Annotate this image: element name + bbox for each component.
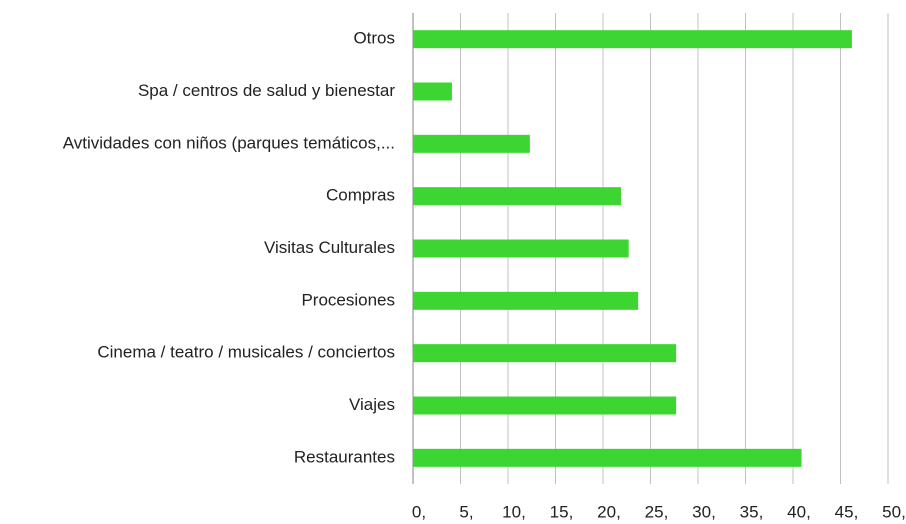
x-tick-label: 50, bbox=[882, 502, 906, 521]
x-tick-label: 20, bbox=[597, 502, 621, 521]
y-tick-label: Spa / centros de salud y bienestar bbox=[138, 81, 395, 100]
y-tick-label: Viajes bbox=[349, 395, 395, 414]
y-tick-label: Compras bbox=[326, 186, 395, 205]
bar bbox=[413, 30, 852, 49]
x-tick-label: 5, bbox=[459, 502, 473, 521]
x-tick-label: 0, bbox=[412, 502, 426, 521]
bar bbox=[413, 187, 622, 206]
bar bbox=[413, 134, 530, 153]
y-tick-label: Restaurantes bbox=[294, 447, 395, 466]
x-tick-label: 40, bbox=[787, 502, 811, 521]
x-tick-label: 10, bbox=[502, 502, 526, 521]
y-tick-label: Procesiones bbox=[301, 290, 395, 309]
bar bbox=[413, 448, 802, 467]
y-tick-label: Cinema / teatro / musicales / conciertos bbox=[97, 343, 395, 362]
y-tick-label: Otros bbox=[353, 29, 395, 48]
bar bbox=[413, 291, 639, 310]
bar bbox=[413, 239, 629, 258]
x-tick-label: 15, bbox=[550, 502, 574, 521]
bar bbox=[413, 82, 452, 101]
x-tick-label: 30, bbox=[692, 502, 716, 521]
y-tick-label: Visitas Culturales bbox=[264, 238, 395, 257]
x-tick-label: 35, bbox=[740, 502, 764, 521]
y-tick-label: Avtividades con niños (parques temáticos… bbox=[63, 133, 395, 152]
bar bbox=[413, 344, 677, 363]
bar bbox=[413, 396, 677, 415]
x-tick-label: 45, bbox=[835, 502, 859, 521]
x-tick-label: 25, bbox=[645, 502, 669, 521]
